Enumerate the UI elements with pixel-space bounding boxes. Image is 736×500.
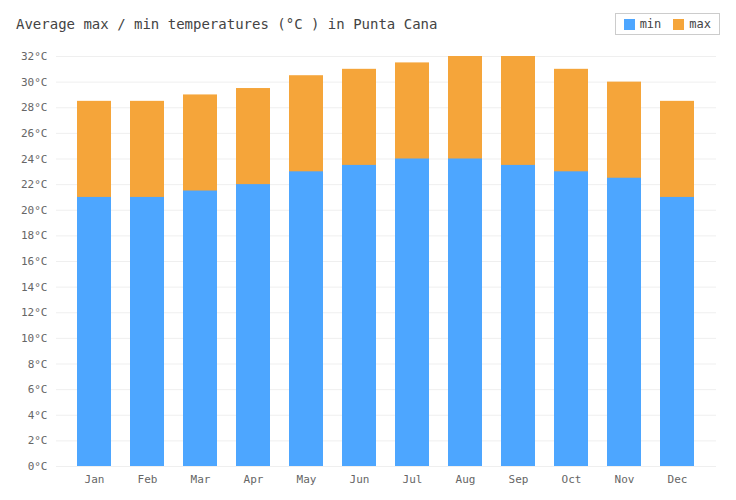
svg-text:Sep: Sep xyxy=(509,473,529,486)
svg-text:12°C: 12°C xyxy=(21,306,48,319)
svg-text:16°C: 16°C xyxy=(21,255,48,268)
svg-text:Aug: Aug xyxy=(456,473,476,486)
svg-text:Feb: Feb xyxy=(138,473,158,486)
svg-text:0°C: 0°C xyxy=(28,460,48,473)
svg-text:Jun: Jun xyxy=(350,473,370,486)
svg-text:22°C: 22°C xyxy=(21,178,48,191)
svg-text:20°C: 20°C xyxy=(21,204,48,217)
svg-text:Jan: Jan xyxy=(85,473,105,486)
svg-text:10°C: 10°C xyxy=(21,332,48,345)
svg-text:30°C: 30°C xyxy=(21,76,48,89)
svg-text:2°C: 2°C xyxy=(28,434,48,447)
svg-text:26°C: 26°C xyxy=(21,127,48,140)
svg-text:4°C: 4°C xyxy=(28,409,48,422)
svg-text:18°C: 18°C xyxy=(21,229,48,242)
html-text:max: max xyxy=(689,17,711,31)
svg-text:Mar: Mar xyxy=(191,473,211,486)
svg-text:24°C: 24°C xyxy=(21,153,48,166)
svg-text:May: May xyxy=(297,473,317,486)
svg-text:Jul: Jul xyxy=(403,473,423,486)
svg-text:32°C: 32°C xyxy=(21,50,48,63)
svg-text:8°C: 8°C xyxy=(28,358,48,371)
svg-text:Nov: Nov xyxy=(615,473,635,486)
svg-text:Oct: Oct xyxy=(562,473,582,486)
html-text:min: min xyxy=(639,17,662,31)
svg-text:Apr: Apr xyxy=(244,473,264,486)
svg-text:6°C: 6°C xyxy=(28,383,48,396)
svg-text:Dec: Dec xyxy=(668,473,688,486)
svg-text:28°C: 28°C xyxy=(21,101,48,114)
svg-text:14°C: 14°C xyxy=(21,281,48,294)
html-text:Average max / min temperatures: Average max / min temperatures (°C ) in … xyxy=(16,16,438,32)
